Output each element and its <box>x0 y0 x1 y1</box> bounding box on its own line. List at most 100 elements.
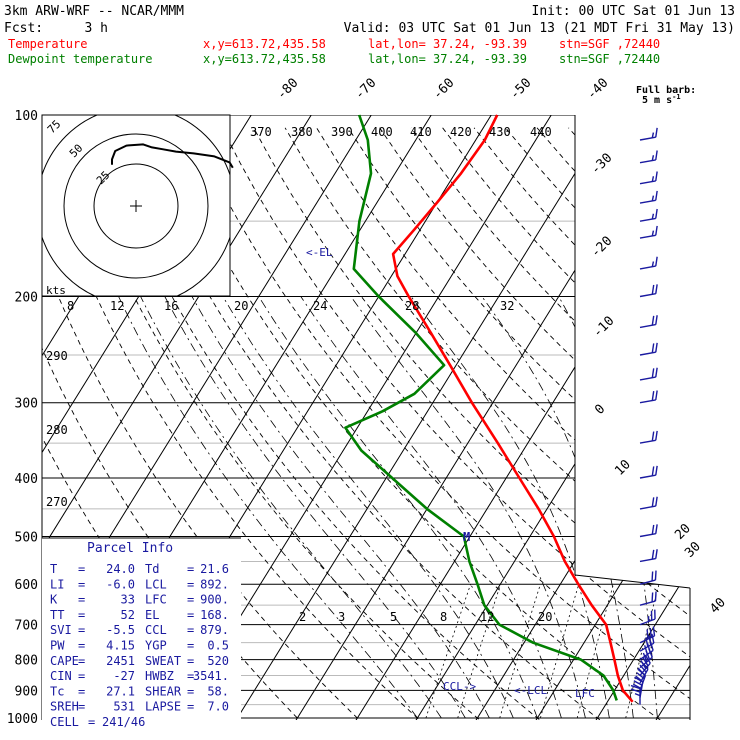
parcel-equals: = <box>78 669 85 683</box>
init-time: Init: 00 UTC Sat 01 Jun 13 <box>532 4 736 19</box>
parcel-param-value: 52 <box>121 608 135 622</box>
theta-top-label: 370 <box>250 125 272 139</box>
dewpoint-xy: x,y=613.72,435.58 <box>203 52 326 66</box>
full-barb-label: Full barb: <box>636 85 696 96</box>
hodograph-trace <box>111 143 234 169</box>
parcel-param-name: LAPSE <box>145 700 181 714</box>
dry-adiabat <box>158 127 676 720</box>
wind-barb <box>639 150 658 164</box>
parcel-param-name: CIN <box>50 669 72 683</box>
wind-barb <box>639 465 658 479</box>
moist-adiabat <box>350 296 586 719</box>
isotherm <box>649 115 690 720</box>
parcel-param-name: SHEAR <box>145 684 182 698</box>
parcel-equals: = <box>187 623 194 637</box>
speed-scale-label: 28 <box>405 299 419 313</box>
wind-barb <box>639 570 657 585</box>
parcel-param-name: CAPE <box>50 654 79 668</box>
wind-barb <box>639 609 656 626</box>
theta-top-label: 420 <box>450 125 472 139</box>
parcel-param-name: LI <box>50 577 64 591</box>
parcel-equals: = <box>187 593 194 607</box>
moist-adiabat <box>191 296 490 719</box>
parcel-equals: = <box>78 577 85 591</box>
parcel-equals: = <box>187 654 194 668</box>
forecast-label: Fcst: <box>4 21 43 36</box>
speed-scale-label: 12 <box>110 299 124 313</box>
ccl-marker: CCL-> <box>443 680 476 693</box>
parcel-param-value: 4.15 <box>106 639 135 653</box>
parcel-equals: = <box>187 684 194 698</box>
dry-adiabat <box>190 127 690 720</box>
wind-barb <box>639 342 658 356</box>
hodograph-ring <box>63 133 209 279</box>
pressure-axis: 100 200 300 400 500 600 700 800 900 1000 <box>7 109 38 727</box>
parcel-info-row: SREH = 531 LAPSE = 7.0 <box>50 700 229 714</box>
mixing-ratio-label: 5 <box>390 610 397 624</box>
pressure-tick-label: 100 <box>15 109 38 124</box>
isotherm-label: -80 <box>274 76 301 103</box>
parcel-equals: = <box>78 639 85 653</box>
temperature-profile <box>391 114 634 703</box>
moist-adiabat <box>140 296 442 719</box>
wind-barb <box>639 549 658 563</box>
parcel-param-value: 21.6 <box>200 562 229 576</box>
parcel-param-name: SWEAT <box>145 654 181 668</box>
wind-barb <box>639 430 658 444</box>
el-marker: <-EL <box>306 246 333 259</box>
mixing-ratio-line <box>425 584 471 719</box>
grid-clip <box>42 115 690 720</box>
parcel-info-row: TT = 52 EL = 168. <box>50 608 229 622</box>
wind-barb <box>639 524 658 538</box>
theta-top-label: 440 <box>530 125 552 139</box>
wind-barb <box>639 390 658 404</box>
parcel-equals: = <box>187 562 194 576</box>
parcel-info-row: CIN = -27 HWBZ =3541. <box>50 669 229 683</box>
parcel-param-name: T <box>50 562 57 576</box>
parcel-info-row: Tc = 27.1 SHEAR = 58. <box>50 684 229 698</box>
isotherm-label: -60 <box>430 76 457 103</box>
mixing-ratio-label: 2 <box>299 610 306 624</box>
isotherm <box>42 115 329 720</box>
speed-scale-label: 32 <box>500 299 514 313</box>
dry-adiabat <box>410 127 690 720</box>
parcel-info-row: CELL = 241/46 <box>50 715 145 729</box>
parcel-param-value: 33 <box>121 593 135 607</box>
isotherm-label: 10 <box>612 457 634 479</box>
mixing-ratio-label: 3 <box>338 610 345 624</box>
wind-barb <box>639 496 658 510</box>
dry-adiabat <box>631 127 690 720</box>
parcel-param-name: PW <box>50 639 65 653</box>
lfc-marker: LFC <box>575 687 595 700</box>
dry-adiabat <box>347 127 690 720</box>
parcel-param-name: EL <box>145 608 159 622</box>
isotherm <box>529 115 690 720</box>
parcel-equals: = <box>187 700 194 714</box>
parcel-equals: = <box>78 562 85 576</box>
parcel-param-name: Td <box>145 562 159 576</box>
pressure-tick-label: 300 <box>15 397 38 412</box>
moist-adiabat <box>222 296 514 719</box>
parcel-equals: = <box>78 593 85 607</box>
isotherm-label: -40 <box>584 76 611 103</box>
wind-barb <box>639 190 658 204</box>
parcel-info-row: CAPE = 2451 SWEAT = 520 <box>50 654 229 668</box>
header: 3km ARW-WRF -- NCAR/MMM Init: 00 UTC Sat… <box>4 4 735 66</box>
dewpoint-profile <box>344 114 618 701</box>
wind-barb <box>639 633 655 652</box>
parcel-info-row: LI = -6.0 LCL = 892. <box>50 577 229 591</box>
isotherm-label: 0 <box>592 402 608 418</box>
wind-barb <box>639 284 658 298</box>
theta-top-label: 410 <box>410 125 432 139</box>
wind-barb <box>639 315 658 329</box>
parcel-param-value: 27.1 <box>106 684 135 698</box>
dewpoint-legend-label: Dewpoint temperature <box>8 52 153 66</box>
pressure-tick-label: 1000 <box>7 712 38 727</box>
wind-barb <box>639 591 657 606</box>
isotherm-label: -50 <box>507 76 534 103</box>
parcel-param-value: 3541. <box>193 669 229 683</box>
dewpoint-latlon: lat,lon= 37.24, -93.39 <box>368 52 527 66</box>
theta-top-label: 390 <box>331 125 353 139</box>
dry-adiabat <box>536 127 690 720</box>
parcel-param-value: 168. <box>200 608 229 622</box>
